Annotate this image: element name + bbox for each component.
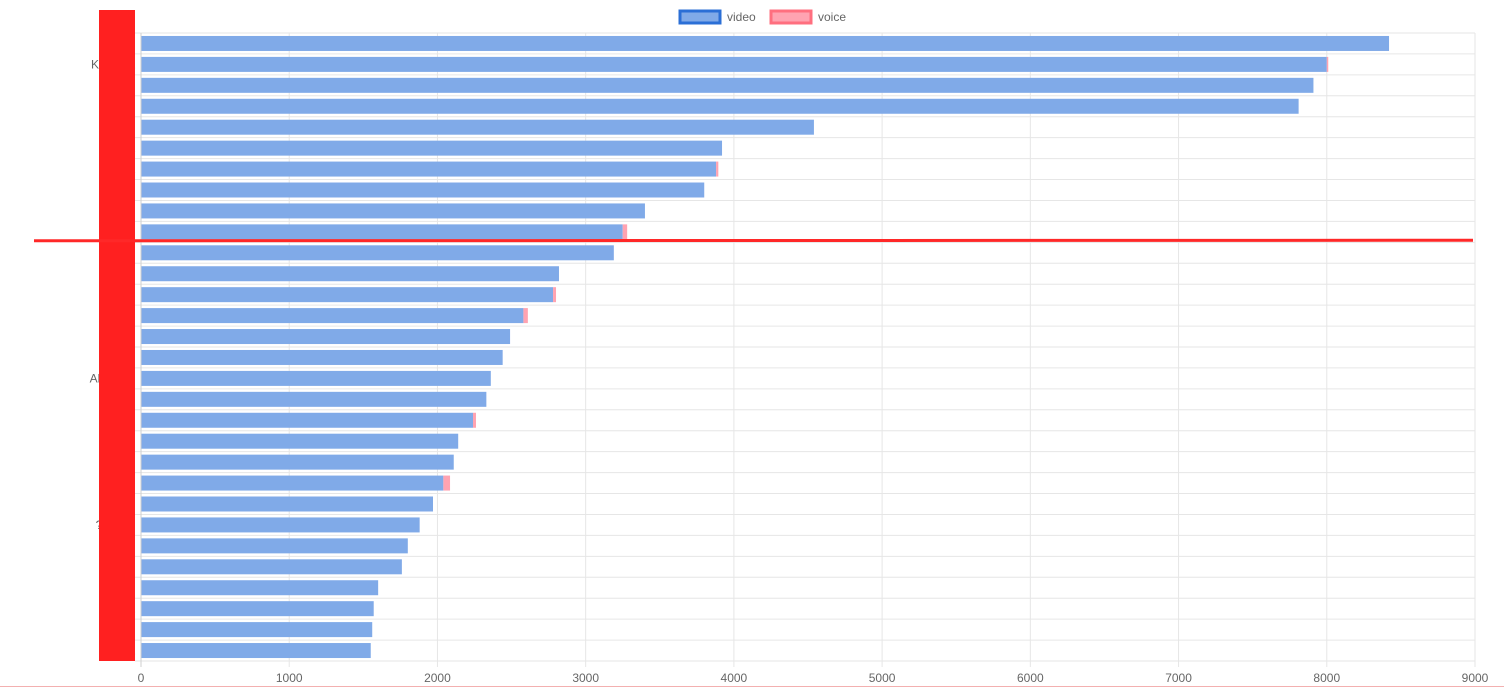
legend[interactable]: video voice xyxy=(678,9,846,25)
bar-video[interactable] xyxy=(141,538,408,554)
bar-video[interactable] xyxy=(141,391,487,407)
bar-video[interactable] xyxy=(141,433,459,449)
bar-voice[interactable] xyxy=(716,161,719,177)
x-tick-label: 9000 xyxy=(1462,671,1489,685)
red-annotation-line xyxy=(33,238,1474,243)
x-tick-label: 0 xyxy=(138,671,145,685)
bar-video[interactable] xyxy=(141,622,373,638)
bar-video[interactable] xyxy=(141,454,454,470)
x-tick-label: 4000 xyxy=(721,671,748,685)
x-tick-label: 7000 xyxy=(1165,671,1192,685)
grid-lines xyxy=(135,32,1476,667)
bar-voice[interactable] xyxy=(622,224,628,240)
bars xyxy=(141,35,1390,659)
bar-video[interactable] xyxy=(141,224,623,240)
bar-video[interactable] xyxy=(141,329,511,345)
bar-video[interactable] xyxy=(141,308,524,324)
x-tick-label: 6000 xyxy=(1017,671,1044,685)
bar-voice[interactable] xyxy=(553,287,557,303)
bar-voice[interactable] xyxy=(443,475,451,491)
bar-video[interactable] xyxy=(141,559,402,575)
legend-swatch-voice[interactable] xyxy=(769,9,813,25)
redaction-mask xyxy=(99,10,135,661)
bar-video[interactable] xyxy=(141,98,1299,114)
bar-video[interactable] xyxy=(141,119,814,135)
bar-video[interactable] xyxy=(141,580,379,596)
x-tick-label: 8000 xyxy=(1313,671,1340,685)
x-tick-label: 2000 xyxy=(424,671,451,685)
bar-video[interactable] xyxy=(141,370,491,386)
bar-video[interactable] xyxy=(141,643,371,659)
bar-video[interactable] xyxy=(141,245,614,261)
x-axis-labels: 0 1000 2000 3000 4000 5000 6000 7000 8000 9000 xyxy=(138,671,1489,685)
legend-label-video[interactable]: video xyxy=(727,10,756,24)
bar-video[interactable] xyxy=(141,601,374,617)
legend-label-voice[interactable]: voice xyxy=(818,10,846,24)
bar-video[interactable] xyxy=(141,203,645,219)
bar-video[interactable] xyxy=(141,517,420,533)
legend-swatch-video[interactable] xyxy=(678,9,722,25)
bar-video[interactable] xyxy=(141,287,554,303)
bar-video[interactable] xyxy=(141,140,723,156)
bar-video[interactable] xyxy=(141,475,444,491)
bar-video[interactable] xyxy=(141,266,559,282)
bar-video[interactable] xyxy=(141,412,474,428)
bar-video[interactable] xyxy=(141,77,1314,93)
bar-video[interactable] xyxy=(141,56,1327,72)
bar-video[interactable] xyxy=(141,35,1390,51)
bar-voice[interactable] xyxy=(523,308,528,324)
bar-video[interactable] xyxy=(141,349,503,365)
bar-video[interactable] xyxy=(141,182,705,198)
bar-voice[interactable] xyxy=(473,412,476,428)
x-tick-label: 5000 xyxy=(869,671,896,685)
bar-voice[interactable] xyxy=(1326,56,1329,72)
x-tick-label: 3000 xyxy=(572,671,599,685)
x-tick-label: 1000 xyxy=(276,671,303,685)
bar-video[interactable] xyxy=(141,161,717,177)
bar-video[interactable] xyxy=(141,496,433,512)
bottom-edge-line xyxy=(0,686,1504,687)
